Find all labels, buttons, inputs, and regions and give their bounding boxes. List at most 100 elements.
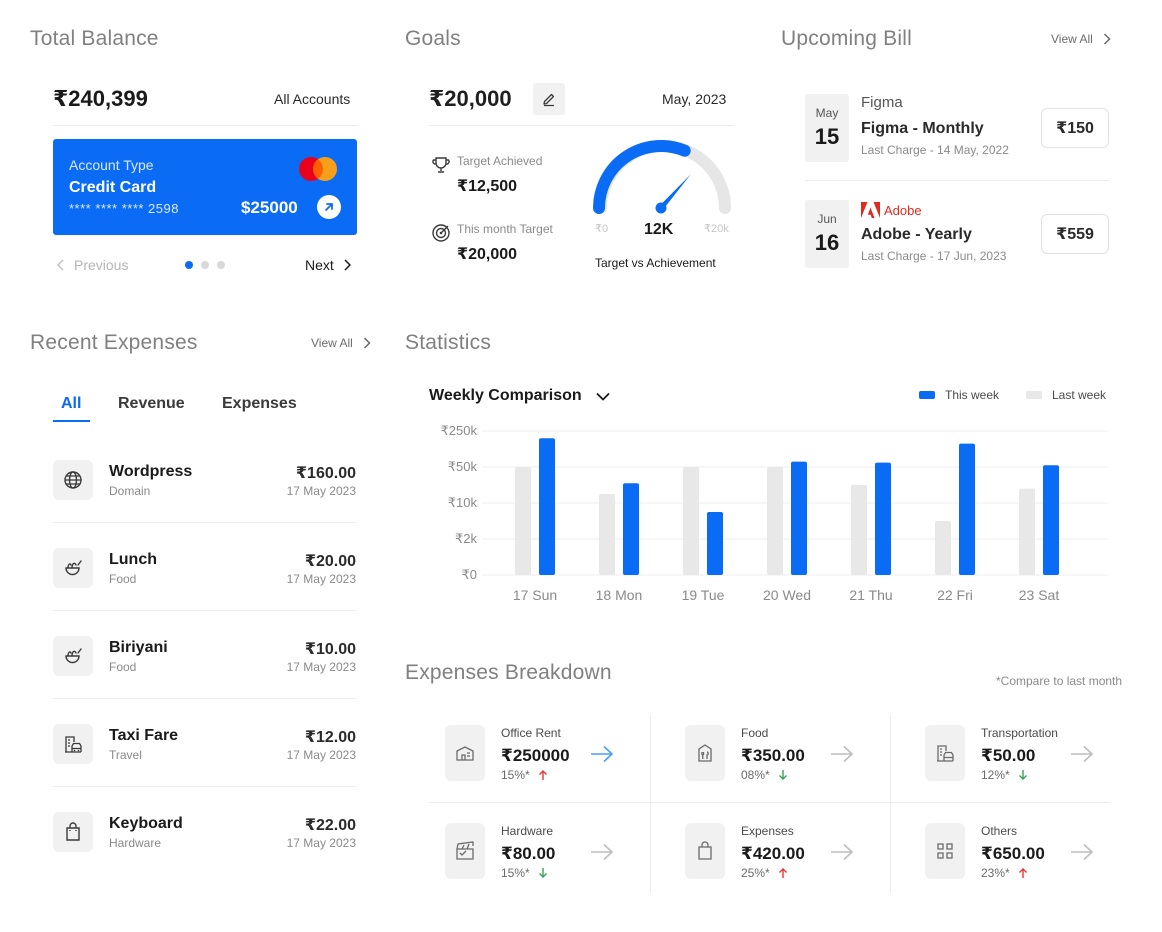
edit-goal-button[interactable]: [533, 83, 565, 115]
bar-this-week[interactable]: [875, 462, 891, 575]
expenses-view-all-link[interactable]: View All: [311, 336, 371, 350]
arrow-right-icon[interactable]: [590, 843, 614, 861]
shopping-bag-icon: [698, 841, 712, 860]
breakdown-card[interactable]: Food ₹350.00 08%*: [685, 714, 885, 794]
tab-all[interactable]: All: [61, 395, 82, 412]
icon-box: [925, 725, 965, 781]
pager-dot-active[interactable]: [185, 261, 193, 269]
breakdown-card[interactable]: Office Rent ₹250000 15%*: [445, 714, 645, 794]
food-store-icon: [698, 744, 712, 762]
breakdown-label: Transportation: [981, 726, 1058, 740]
bar-this-week[interactable]: [539, 438, 555, 575]
all-accounts-link[interactable]: All Accounts: [274, 91, 351, 107]
bar-last-week[interactable]: [683, 467, 699, 575]
goal-amount: ₹20,000: [429, 86, 512, 111]
icon-box: [53, 548, 93, 588]
expense-category: Food: [109, 572, 137, 586]
divider: [53, 786, 356, 787]
pager-dot[interactable]: [201, 261, 209, 269]
bar-last-week[interactable]: [1019, 488, 1035, 575]
compare-note: *Compare to last month: [996, 674, 1123, 688]
list-item[interactable]: Wordpress Domain ₹160.00 17 May 2023: [53, 448, 356, 523]
breakdown-percent: 08%*: [741, 768, 770, 782]
arrow-right-icon[interactable]: [830, 745, 854, 763]
expense-category: Food: [109, 660, 137, 674]
expense-date: 17 May 2023: [286, 660, 356, 674]
expense-amount: ₹22.00: [304, 817, 356, 834]
bar-this-week[interactable]: [791, 461, 807, 575]
bar-this-week[interactable]: [623, 483, 639, 575]
chevron-right-icon: [1103, 33, 1111, 45]
expenses-breakdown-title: Expenses Breakdown: [405, 661, 612, 684]
next-button[interactable]: Next: [305, 257, 351, 273]
pencil-icon: [543, 93, 555, 107]
icon-box: [445, 725, 485, 781]
credit-card[interactable]: Account Type Credit Card **** **** **** …: [53, 139, 357, 235]
arrow-right-icon[interactable]: [830, 843, 854, 861]
list-item[interactable]: Lunch Food ₹20.00 17 May 2023: [53, 536, 356, 611]
breakdown-card[interactable]: Transportation ₹50.00 12%*: [925, 714, 1125, 794]
icon-box: [53, 636, 93, 676]
list-item[interactable]: Taxi Fare Travel ₹12.00 17 May 2023: [53, 712, 356, 787]
bar-last-week[interactable]: [599, 494, 615, 575]
trend-up-icon: [778, 868, 787, 878]
chevron-down-icon: [596, 392, 610, 401]
breakdown-change: 12%*: [981, 768, 1028, 782]
month-target-label: This month Target: [457, 222, 553, 236]
gauge-min-label: ₹0: [595, 223, 609, 235]
bar-last-week[interactable]: [515, 467, 531, 575]
bill-amount-button[interactable]: ₹150: [1041, 108, 1109, 148]
arrow-right-icon[interactable]: [1070, 843, 1094, 861]
pager-dot[interactable]: [217, 261, 225, 269]
breakdown-card[interactable]: Expenses ₹420.00 25%*: [685, 812, 885, 892]
bar-last-week[interactable]: [767, 467, 783, 575]
bills-view-all-link[interactable]: View All: [1051, 32, 1111, 46]
divider: [650, 716, 651, 892]
y-tick-label: ₹10k: [448, 495, 478, 510]
arrow-right-icon[interactable]: [590, 745, 614, 763]
bar-this-week[interactable]: [707, 512, 723, 575]
x-tick-label: 23 Sat: [1019, 587, 1060, 603]
breakdown-amount: ₹420.00: [741, 844, 805, 863]
breakdown-label: Expenses: [741, 824, 794, 838]
breakdown-card[interactable]: Others ₹650.00 23%*: [925, 812, 1125, 892]
bar-last-week[interactable]: [935, 521, 951, 575]
breakdown-card[interactable]: Hardware ₹80.00 15%*: [445, 812, 645, 892]
breakdown-percent: 25%*: [741, 866, 770, 880]
arrow-right-icon[interactable]: [1070, 745, 1094, 763]
bar-this-week[interactable]: [1043, 465, 1059, 575]
breakdown-change: 23%*: [981, 866, 1028, 880]
icon-box: [925, 823, 965, 879]
bill-date: Jun 16: [805, 200, 849, 268]
divider: [53, 698, 356, 699]
active-tab-indicator: [53, 420, 90, 422]
bill-amount-button[interactable]: ₹559: [1041, 214, 1109, 254]
divider: [805, 180, 1109, 181]
figma-logo-text: Figma: [861, 94, 903, 111]
bar-last-week[interactable]: [851, 485, 867, 575]
gauge-caption: Target vs Achievement: [595, 256, 716, 270]
list-item[interactable]: Keyboard Hardware ₹22.00 17 May 2023: [53, 800, 356, 864]
office-icon: [456, 746, 474, 761]
breakdown-amount: ₹50.00: [981, 746, 1036, 765]
tab-expenses[interactable]: Expenses: [222, 395, 297, 412]
target-achieved-value: ₹12,500: [457, 178, 518, 195]
previous-label: Previous: [74, 257, 129, 273]
card-open-button[interactable]: [317, 195, 341, 219]
upcoming-bill-title: Upcoming Bill: [781, 27, 912, 50]
expense-date: 17 May 2023: [286, 836, 356, 850]
previous-button[interactable]: Previous: [57, 257, 128, 273]
food-icon: [65, 560, 82, 576]
weekly-comparison-dropdown[interactable]: Weekly Comparison: [429, 387, 610, 405]
x-tick-label: 18 Mon: [596, 587, 643, 603]
tab-revenue[interactable]: Revenue: [118, 395, 185, 412]
trophy-icon: [432, 157, 450, 173]
list-item[interactable]: Biriyani Food ₹10.00 17 May 2023: [53, 624, 356, 699]
trend-down-icon: [1018, 770, 1027, 780]
bar-this-week[interactable]: [959, 443, 975, 575]
breakdown-change: 15%*: [501, 866, 548, 880]
expense-name: Taxi Fare: [109, 727, 179, 744]
breakdown-percent: 23%*: [981, 866, 1010, 880]
icon-box: [685, 725, 725, 781]
divider: [429, 125, 733, 126]
